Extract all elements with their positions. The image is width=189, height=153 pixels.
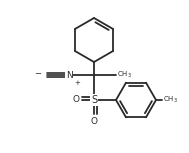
Text: CH$_3$: CH$_3$ [117,70,132,80]
Text: O: O [91,117,98,126]
Text: −: − [34,69,41,78]
Text: O: O [72,95,79,103]
Text: CH$_3$: CH$_3$ [163,95,178,105]
Text: +: + [74,80,80,86]
Text: N: N [66,71,72,80]
Text: S: S [91,95,97,105]
